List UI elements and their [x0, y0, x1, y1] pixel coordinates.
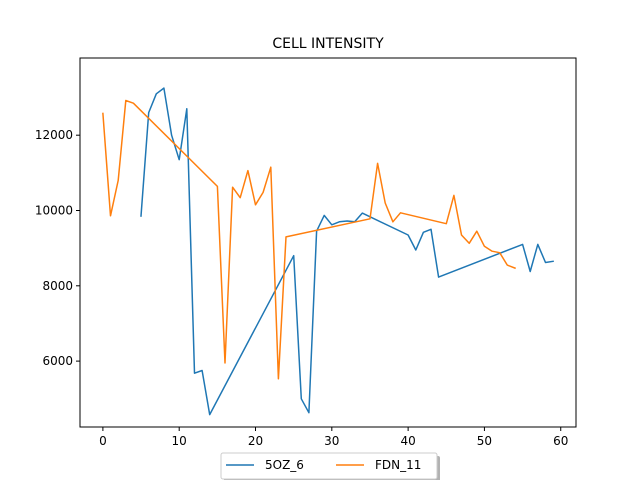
x-tick-label: 60	[553, 434, 568, 448]
chart-title: CELL INTENSITY	[272, 36, 384, 52]
x-tick-label: 50	[477, 434, 492, 448]
legend-box	[220, 452, 438, 480]
x-tick-label: 20	[248, 434, 263, 448]
series-layer	[102, 87, 554, 416]
legend-label: FDN_11	[375, 458, 421, 472]
legend-label: 5OZ_6	[265, 458, 304, 472]
legend: 5OZ_6 FDN_11	[220, 452, 440, 480]
y-tick-label: 10000	[35, 203, 73, 217]
y-tick-label: 6000	[42, 354, 73, 368]
series-line-fdn-11	[102, 99, 516, 380]
y-axis-ticks: 6000 8000 10000 12000	[35, 128, 80, 368]
y-tick-label: 12000	[35, 128, 73, 142]
x-tick-label: 30	[324, 434, 339, 448]
x-tick-label: 40	[400, 434, 415, 448]
x-tick-label: 10	[172, 434, 187, 448]
y-tick-label: 8000	[42, 279, 73, 293]
series-line-5oz-6	[140, 87, 554, 416]
plot-frame	[79, 57, 577, 428]
x-tick-label: 0	[99, 434, 107, 448]
x-axis-ticks: 0 10 20 30 40 50 60	[99, 427, 568, 448]
